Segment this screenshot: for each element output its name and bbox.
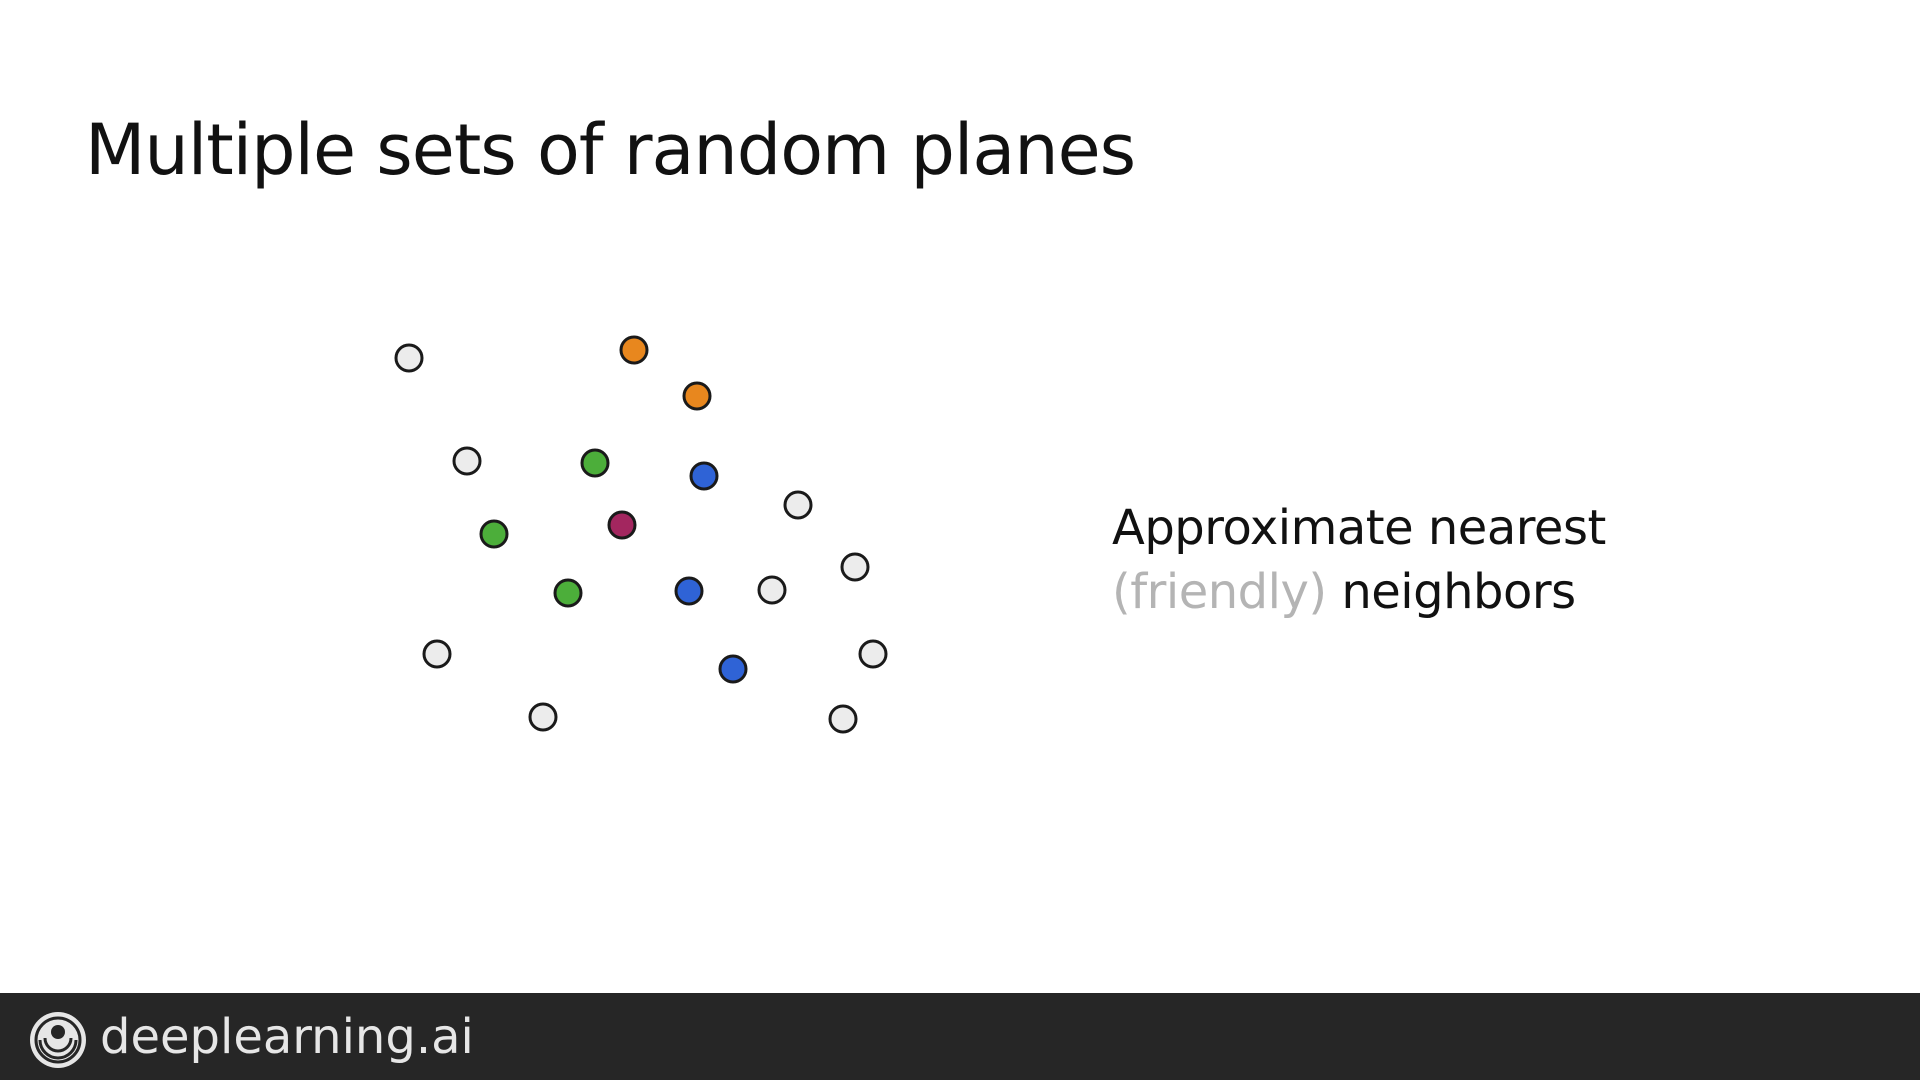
neutral-point: [858, 639, 888, 669]
caption: Approximate nearest (friendly) neighbors: [1112, 496, 1606, 624]
deeplearning-spiral-icon: [30, 1012, 86, 1068]
caption-rest-text: neighbors: [1326, 564, 1576, 620]
point-scatter-diagram: [394, 335, 888, 734]
neutral-point: [422, 639, 452, 669]
neutral-point: [394, 343, 424, 373]
orange-point: [682, 381, 712, 411]
query-point: [607, 510, 637, 540]
neutral-point: [452, 446, 482, 476]
blue-point: [718, 654, 748, 684]
orange-point: [619, 335, 649, 365]
blue-point: [674, 576, 704, 606]
neutral-point: [783, 490, 813, 520]
slide-title: Multiple sets of random planes: [85, 109, 1136, 191]
blue-point: [689, 461, 719, 491]
green-point: [479, 519, 509, 549]
neutral-point: [828, 704, 858, 734]
neutral-point: [840, 552, 870, 582]
caption-line-2: (friendly) neighbors: [1112, 560, 1606, 624]
neutral-point: [528, 702, 558, 732]
logo-text: deeplearning.ai: [100, 1009, 474, 1065]
green-point: [553, 578, 583, 608]
green-point: [580, 448, 610, 478]
footer-bar: deeplearning.ai: [0, 993, 1920, 1080]
caption-line-1: Approximate nearest: [1112, 500, 1606, 556]
caption-muted-text: (friendly): [1112, 564, 1327, 620]
neutral-point: [757, 575, 787, 605]
